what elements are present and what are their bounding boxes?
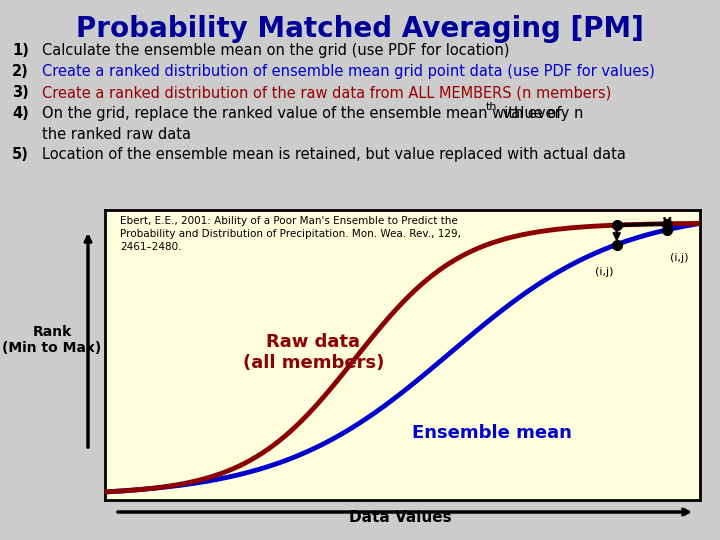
Text: 1): 1) <box>12 43 29 58</box>
Text: (i,j): (i,j) <box>670 253 689 262</box>
Text: 5): 5) <box>12 147 29 162</box>
Text: (i,j): (i,j) <box>595 267 613 278</box>
Text: th: th <box>485 102 497 112</box>
Text: Ebert, E.E., 2001: Ability of a Poor Man's Ensemble to Predict the
Probability a: Ebert, E.E., 2001: Ability of a Poor Man… <box>120 216 461 252</box>
Text: Probability Matched Averaging [PM]: Probability Matched Averaging [PM] <box>76 15 644 43</box>
Text: Raw data
(all members): Raw data (all members) <box>243 333 384 372</box>
Text: Create a ranked distribution of the raw data from ALL MEMBERS (n members): Create a ranked distribution of the raw … <box>42 85 611 100</box>
Text: Calculate the ensemble mean on the grid (use PDF for location): Calculate the ensemble mean on the grid … <box>42 43 510 58</box>
Text: Ensemble mean: Ensemble mean <box>412 424 572 442</box>
Text: Data Values: Data Values <box>348 510 451 525</box>
Text: On the grid, replace the ranked value of the ensemble mean with every n: On the grid, replace the ranked value of… <box>42 106 583 121</box>
Text: 3): 3) <box>12 85 29 100</box>
Text: value of: value of <box>498 106 562 121</box>
Text: the ranked raw data: the ranked raw data <box>42 127 191 142</box>
Text: 2): 2) <box>12 64 29 79</box>
Text: Rank
(Min to Max): Rank (Min to Max) <box>2 325 102 355</box>
Text: Create a ranked distribution of ensemble mean grid point data (use PDF for value: Create a ranked distribution of ensemble… <box>42 64 655 79</box>
Text: Location of the ensemble mean is retained, but value replaced with actual data: Location of the ensemble mean is retaine… <box>42 147 626 162</box>
Text: 4): 4) <box>12 106 29 121</box>
